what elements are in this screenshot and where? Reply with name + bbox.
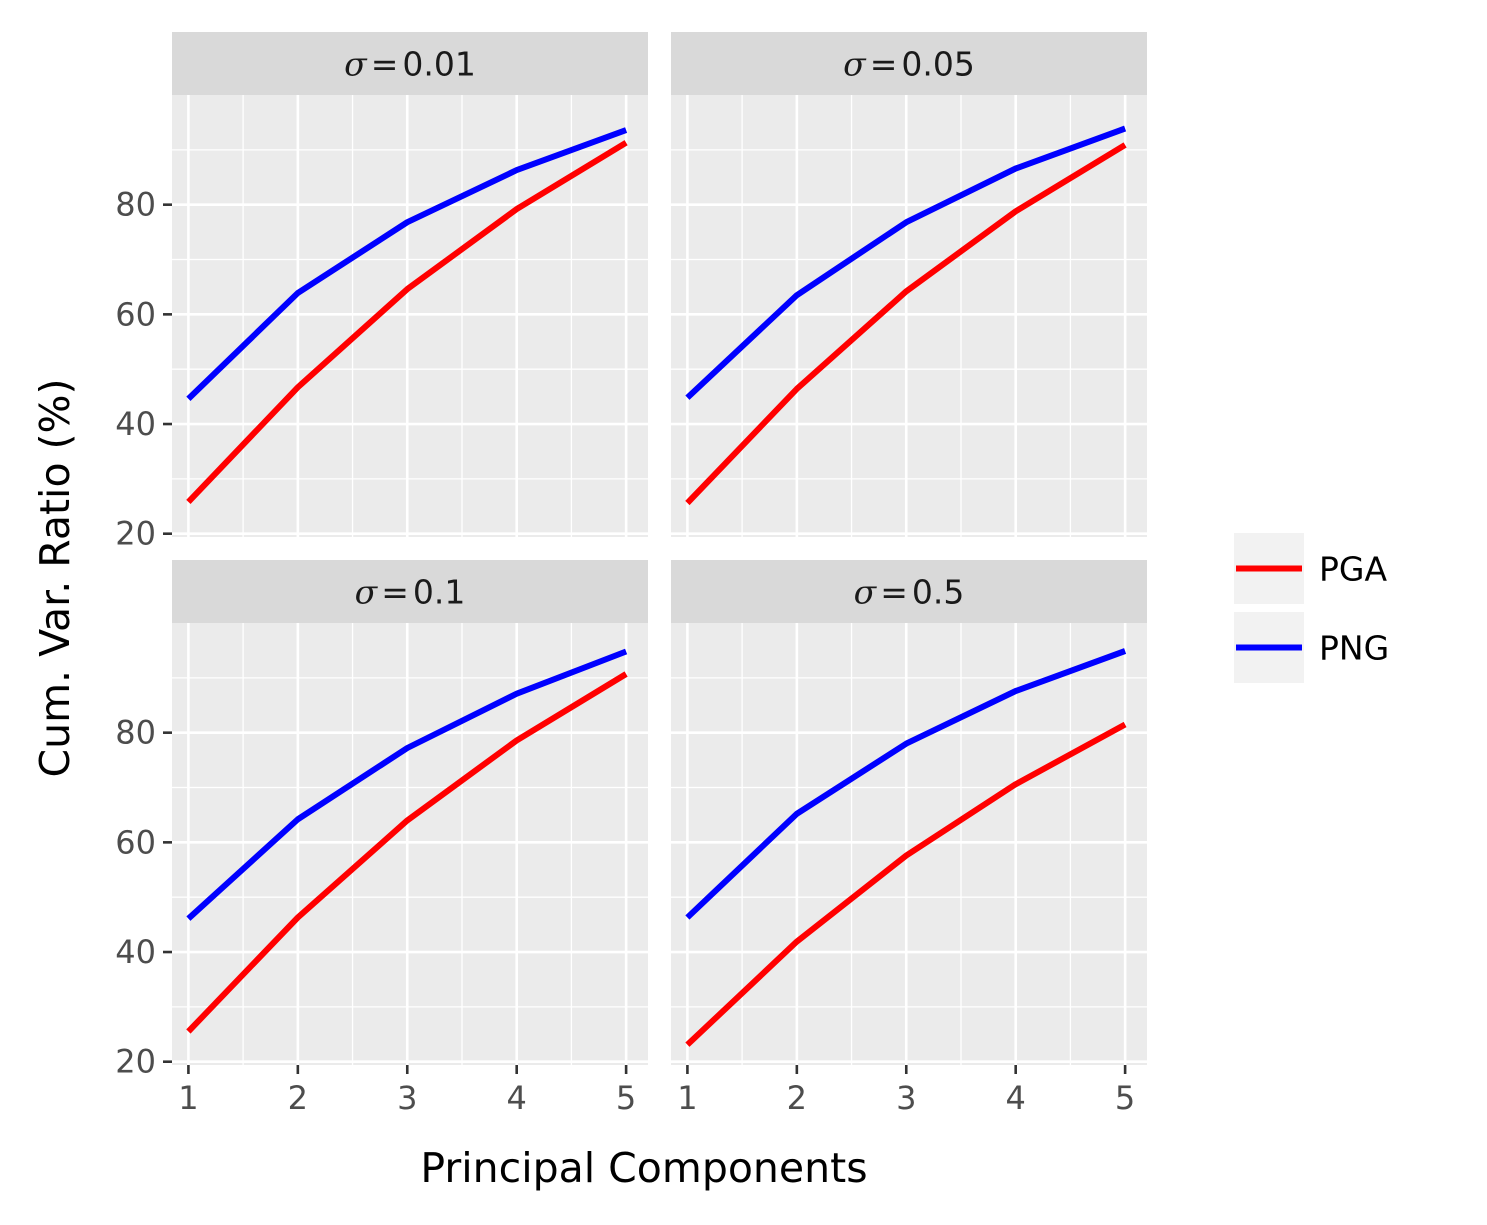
- legend-label: PGA: [1319, 550, 1387, 589]
- series-line-png: [186, 648, 628, 921]
- legend-item-png: PNG: [1234, 612, 1389, 683]
- x-tick-label: 1: [178, 1079, 198, 1117]
- y-tick-label: 20: [115, 1043, 156, 1081]
- y-tick-label: 60: [115, 295, 156, 333]
- facet-value: 0.05: [901, 45, 974, 84]
- facet-value: 0.5: [912, 573, 964, 612]
- series-line-pga: [685, 142, 1127, 506]
- y-tick-label: 40: [115, 405, 156, 443]
- series-line-png: [685, 648, 1127, 920]
- y-axis-title: Cum. Var. Ratio (%): [31, 378, 79, 777]
- facet-label: σ = 0.01: [344, 45, 476, 84]
- x-tick-label: 4: [1006, 1079, 1026, 1117]
- facet-eq: =: [371, 45, 399, 84]
- facet-strip: [172, 560, 648, 623]
- panels: σ = 0.01 σ = 0.05σ = 0.1 σ = 0.5: [172, 32, 1147, 1065]
- y-tick-label: 80: [115, 186, 156, 224]
- series-line-pga: [685, 721, 1127, 1047]
- legend-item-pga: PGA: [1234, 533, 1387, 604]
- y-tick-label: 40: [115, 933, 156, 971]
- facet-symbol: σ: [355, 573, 379, 612]
- x-tick-label: 5: [1115, 1079, 1135, 1117]
- x-tick-label: 5: [616, 1079, 636, 1117]
- facet-eq: =: [870, 45, 898, 84]
- x-axis-title: Principal Components: [420, 1144, 867, 1192]
- facet-label: σ = 0.1: [355, 573, 466, 612]
- facet-symbol: σ: [344, 45, 368, 84]
- series-line-pga: [186, 671, 628, 1034]
- y-tick-label: 60: [115, 823, 156, 861]
- y-tick-label: 20: [115, 515, 156, 553]
- facet-panel: σ = 0.1: [172, 560, 648, 1065]
- x-tick-label: 1: [677, 1079, 697, 1117]
- x-tick-label: 2: [787, 1079, 807, 1117]
- facet-symbol: σ: [854, 573, 878, 612]
- x-axis: 1 2 3 4 5 1 2 3 4 5: [178, 1065, 1135, 1117]
- facet-label: σ = 0.5: [854, 573, 965, 612]
- panel-background: [172, 95, 648, 537]
- x-tick-label: 3: [896, 1079, 916, 1117]
- facet-strip: [671, 32, 1147, 95]
- x-tick-label: 4: [507, 1079, 527, 1117]
- series-line-png: [685, 125, 1127, 400]
- facet-value: 0.1: [413, 573, 465, 612]
- panel-background: [671, 95, 1147, 537]
- x-tick-label: 3: [397, 1079, 417, 1117]
- y-tick-label: 80: [115, 714, 156, 752]
- facet-strip: [671, 560, 1147, 623]
- series-line-png: [186, 127, 628, 401]
- panel-background: [172, 623, 648, 1065]
- facet-panel: σ = 0.05: [671, 32, 1147, 537]
- x-tick-label: 2: [288, 1079, 308, 1117]
- series-line-pga: [186, 140, 628, 504]
- panel-background: [671, 623, 1147, 1065]
- facet-value: 0.01: [402, 45, 475, 84]
- facet-strip: [172, 32, 648, 95]
- legend-label: PNG: [1319, 629, 1389, 668]
- facet-panel: σ = 0.01: [172, 32, 648, 537]
- legend: PGA PNG: [1234, 533, 1389, 683]
- facet-symbol: σ: [843, 45, 867, 84]
- y-axis: 20 40 60 80 20 40 60 80: [115, 186, 172, 1081]
- facet-eq: =: [381, 573, 409, 612]
- facet-label: σ = 0.05: [843, 45, 975, 84]
- facet-panel: σ = 0.5: [671, 560, 1147, 1065]
- facet-eq: =: [880, 573, 908, 612]
